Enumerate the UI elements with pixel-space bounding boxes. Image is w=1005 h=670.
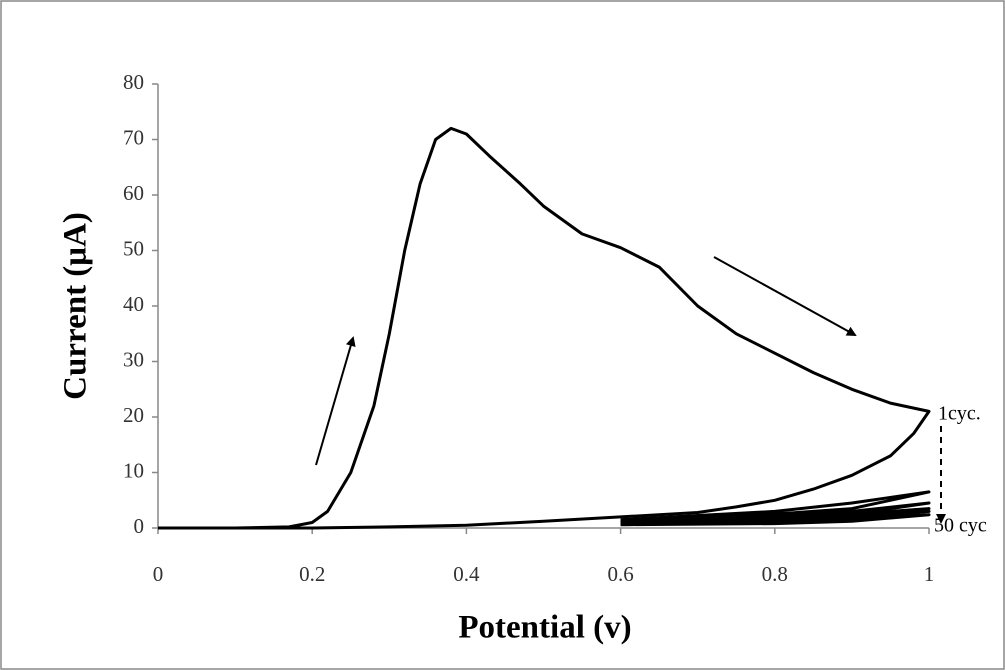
x-tick-label: 0.4 <box>453 562 480 586</box>
y-tick-label: 60 <box>123 181 144 205</box>
y-tick-label: 20 <box>123 403 144 427</box>
x-axis-title: Potential (v) <box>458 610 631 646</box>
y-tick-label: 30 <box>123 347 144 371</box>
x-tick-label: 0.6 <box>607 562 633 586</box>
x-tick-label: 1 <box>924 562 935 586</box>
x-tick-label: 0.2 <box>299 562 325 586</box>
y-axis-title: Current (μA) <box>58 212 94 400</box>
y-tick-label: 0 <box>134 514 145 538</box>
annotation: 50 cyc <box>934 515 987 537</box>
chart: Potential (v) Current (μA) 0102030405060… <box>0 0 1005 670</box>
y-tick-label: 70 <box>123 125 144 149</box>
y-tick-label: 10 <box>123 458 144 482</box>
y-tick-label: 80 <box>123 70 144 94</box>
y-tick-label: 40 <box>123 292 144 316</box>
annotation: 1cyc. <box>938 403 981 425</box>
x-tick-label: 0 <box>153 562 164 586</box>
x-tick-label: 0.8 <box>762 562 788 586</box>
y-tick-label: 50 <box>123 236 144 260</box>
